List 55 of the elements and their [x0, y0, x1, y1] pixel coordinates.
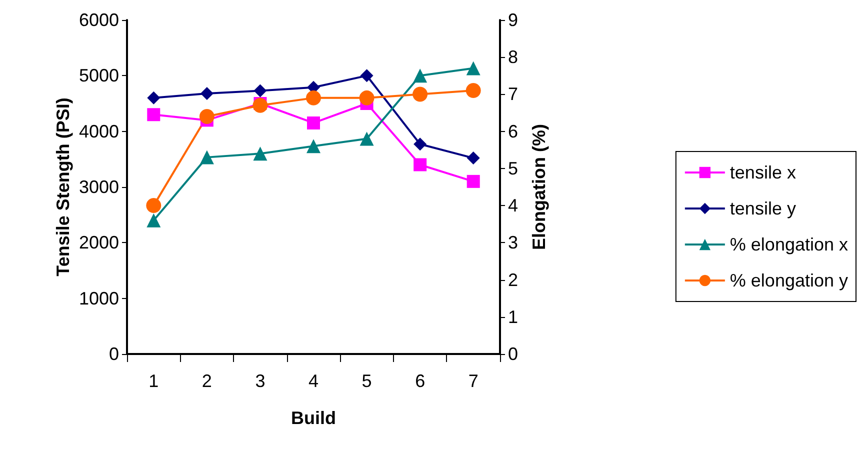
y2-tick-label: 3 — [508, 232, 518, 253]
y-tick-label: 0 — [108, 344, 119, 364]
y-tick-label: 4000 — [78, 121, 119, 142]
point — [414, 158, 427, 172]
y2-tick-label: 9 — [508, 10, 518, 30]
point — [466, 61, 480, 76]
x-tick-label: 3 — [255, 371, 266, 391]
y2-tick-label: 1 — [508, 306, 518, 327]
legend-label: % elongation y — [730, 270, 848, 290]
y-axis-title: Tensile Stength (PSI) — [53, 98, 73, 276]
x-tick-label: 6 — [415, 371, 426, 391]
point — [413, 68, 428, 83]
point — [412, 86, 428, 102]
point — [147, 91, 160, 104]
point — [466, 83, 481, 98]
point — [252, 98, 268, 113]
y-tick-label: 6000 — [78, 10, 119, 30]
point — [306, 139, 320, 154]
point — [414, 138, 427, 151]
point — [253, 146, 268, 161]
legend-label: tensile x — [730, 162, 796, 182]
point — [254, 84, 267, 98]
y2-tick-label: 2 — [508, 270, 518, 290]
point — [200, 86, 214, 100]
y-tick-label: 1000 — [78, 288, 119, 308]
point — [466, 174, 480, 188]
point — [359, 90, 374, 106]
y2-tick-label: 0 — [508, 344, 518, 364]
x-tick-label: 1 — [148, 371, 159, 391]
y2-tick-label: 8 — [508, 47, 518, 68]
x-tick-label: 2 — [202, 371, 212, 391]
point — [360, 69, 374, 82]
point — [306, 90, 321, 106]
x-tick-label: 7 — [468, 371, 478, 391]
legend-label: % elongation x — [730, 234, 848, 254]
y2-tick-label: 4 — [508, 196, 518, 216]
point — [146, 198, 162, 214]
point — [147, 108, 160, 122]
x-tick-label: 5 — [362, 371, 372, 391]
y2-tick-label: 6 — [508, 121, 518, 142]
point — [200, 150, 214, 164]
y-tick-label: 3000 — [78, 177, 119, 197]
point — [466, 152, 480, 165]
point — [307, 116, 320, 130]
y2-axis-title: Elongation (%) — [529, 124, 549, 250]
point — [360, 132, 374, 146]
y2-tick-label: 5 — [508, 158, 518, 178]
y-tick-label: 5000 — [78, 66, 119, 86]
x-axis-title: Build — [291, 408, 336, 428]
point — [146, 213, 161, 228]
x-tick-label: 4 — [308, 371, 319, 391]
y2-tick-label: 7 — [508, 84, 518, 104]
y-tick-label: 2000 — [78, 232, 119, 253]
legend-label: tensile y — [730, 198, 796, 218]
point — [199, 108, 214, 124]
